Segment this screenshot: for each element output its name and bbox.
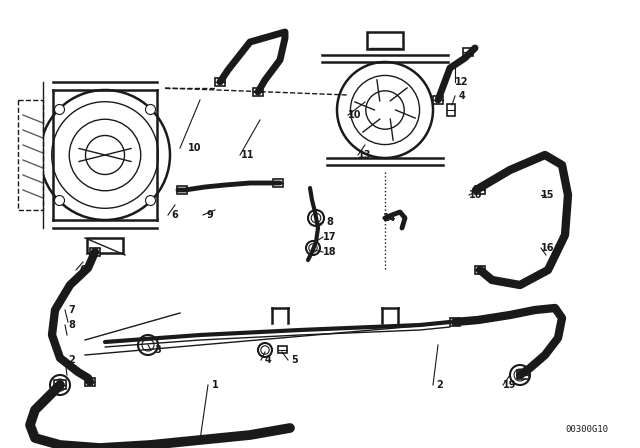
Circle shape [366, 91, 404, 129]
Text: 8: 8 [326, 217, 333, 227]
Bar [18, 100, 43, 210]
Text: 6: 6 [79, 265, 86, 275]
Circle shape [40, 90, 170, 220]
Text: 10: 10 [469, 190, 483, 200]
Bar [517, 370, 529, 379]
Bar [90, 248, 100, 256]
Bar [278, 346, 287, 353]
Circle shape [308, 210, 324, 226]
Circle shape [337, 62, 433, 158]
Circle shape [145, 104, 156, 115]
Text: 7: 7 [68, 305, 76, 315]
Text: 14: 14 [383, 213, 397, 223]
Bar [433, 96, 443, 104]
Text: 2: 2 [436, 380, 444, 390]
Text: 16: 16 [541, 243, 555, 253]
Circle shape [54, 104, 65, 115]
Bar [273, 179, 283, 187]
Circle shape [351, 75, 420, 145]
Text: 6: 6 [172, 210, 179, 220]
Text: 15: 15 [541, 190, 555, 200]
Text: 10: 10 [188, 143, 202, 153]
Bar [450, 318, 460, 326]
Text: 17: 17 [323, 232, 337, 242]
Circle shape [50, 375, 70, 395]
Text: 19: 19 [503, 380, 516, 390]
Circle shape [69, 119, 141, 191]
Bar [87, 238, 123, 253]
Bar [85, 378, 95, 386]
Circle shape [54, 195, 65, 206]
Text: 1: 1 [212, 380, 218, 390]
Text: 3: 3 [155, 345, 161, 355]
Bar [177, 186, 187, 194]
Text: 2: 2 [68, 355, 76, 365]
Text: 8: 8 [68, 320, 76, 330]
Bar [475, 186, 485, 194]
Circle shape [145, 195, 156, 206]
Bar [475, 266, 485, 274]
Text: 13: 13 [358, 150, 372, 160]
Text: 4: 4 [459, 91, 465, 101]
Text: 11: 11 [241, 150, 255, 160]
Text: 4: 4 [264, 355, 271, 365]
Text: 00300G10: 00300G10 [566, 426, 609, 435]
Bar [367, 32, 403, 49]
Circle shape [86, 135, 125, 175]
Circle shape [258, 343, 272, 357]
Bar [463, 48, 473, 56]
Circle shape [306, 241, 320, 255]
Text: 9: 9 [207, 210, 213, 220]
Text: 18: 18 [323, 247, 337, 257]
Bar [253, 88, 263, 96]
Text: 5: 5 [292, 355, 298, 365]
Text: 10: 10 [348, 110, 362, 120]
Bar [447, 104, 455, 116]
Text: 12: 12 [455, 77, 468, 87]
Circle shape [52, 102, 158, 208]
Bar [54, 380, 66, 389]
Circle shape [510, 365, 530, 385]
Bar [215, 78, 225, 86]
Circle shape [138, 335, 158, 355]
